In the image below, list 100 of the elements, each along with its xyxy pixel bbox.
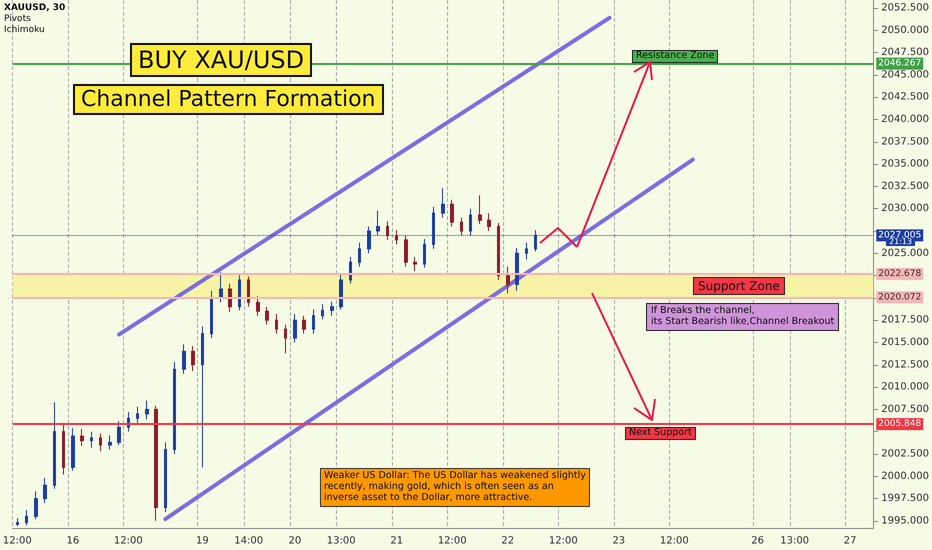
y-tick-label: 2047.500 bbox=[881, 47, 930, 58]
candlestick bbox=[25, 510, 28, 526]
ref-line-label: 2022.678 bbox=[878, 268, 922, 279]
annotation: Weaker US Dollar: The US Dollar has weakened slightly recently, making gold, which is often seen as an inverse asset to the Dollar, more attractive. bbox=[320, 468, 590, 507]
x-tick-label: 16 bbox=[66, 536, 80, 546]
candlestick bbox=[404, 234, 408, 268]
x-tick-label: 13:00 bbox=[326, 536, 356, 546]
x-tick-label: 20 bbox=[288, 536, 302, 546]
candlestick bbox=[34, 490, 38, 520]
candlestick bbox=[238, 274, 241, 311]
y-tick-label: 2035.000 bbox=[881, 158, 930, 170]
candlestick bbox=[71, 428, 75, 472]
candlestick bbox=[339, 274, 343, 310]
candlestick bbox=[136, 406, 139, 424]
x-tick-label: 27 bbox=[844, 536, 857, 546]
candlestick bbox=[247, 276, 250, 308]
x-tick-label: 12:00 bbox=[438, 536, 467, 546]
x-tick-label: 13:00 bbox=[780, 536, 810, 546]
candlestick bbox=[62, 422, 65, 475]
annotation: Next Support bbox=[625, 427, 696, 440]
x-tick-label: 26 bbox=[751, 536, 764, 546]
y-tick-label: 2002.500 bbox=[881, 448, 930, 460]
candlestick bbox=[349, 256, 352, 284]
candlestick bbox=[191, 346, 195, 372]
annotation: XAUUSD, 30 bbox=[4, 3, 66, 14]
candlestick bbox=[497, 222, 500, 281]
candlestick bbox=[330, 300, 334, 316]
candlestick bbox=[441, 188, 445, 218]
x-tick-label: 19 bbox=[196, 536, 209, 546]
x-tick-label: 14:00 bbox=[234, 536, 264, 546]
candlestick bbox=[460, 217, 463, 236]
candlestick bbox=[293, 313, 297, 343]
y-tick-label: 2007.500 bbox=[881, 404, 930, 415]
candlestick bbox=[210, 290, 213, 339]
candlestick bbox=[154, 405, 158, 522]
annotation: Resistance Zone bbox=[632, 50, 718, 63]
y-tick-label: 2017.500 bbox=[881, 314, 930, 326]
candlestick bbox=[413, 256, 417, 272]
x-tick-label: 12:00 bbox=[114, 536, 143, 546]
ref-line-label: 2046.267 bbox=[878, 58, 922, 69]
candlestick bbox=[173, 362, 176, 454]
candlestick bbox=[386, 220, 389, 240]
candlestick bbox=[53, 402, 56, 490]
candlestick bbox=[145, 400, 149, 420]
y-tick-label: 2052.500 bbox=[881, 2, 930, 14]
candlestick bbox=[228, 283, 232, 313]
candlestick bbox=[219, 272, 223, 303]
y-tick-label: 2012.500 bbox=[881, 359, 930, 370]
candlestick bbox=[478, 194, 482, 224]
text: BUY XAU/USD bbox=[130, 43, 312, 77]
candlestick bbox=[80, 428, 84, 446]
ref-line-label: 2005.848 bbox=[878, 419, 922, 430]
annotation: Ichimoku bbox=[4, 25, 45, 36]
candlestick bbox=[265, 306, 269, 326]
annotation: If Breaks the channel, its Start Bearish like,Channel Breakout bbox=[646, 303, 840, 331]
candlestick bbox=[16, 518, 19, 527]
x-tick-label: 21 bbox=[390, 536, 404, 546]
ref-line-label: 2020.072 bbox=[878, 292, 922, 302]
y-tick-label: 2025.000 bbox=[881, 248, 930, 259]
text: 21:13 bbox=[886, 237, 916, 246]
candlestick bbox=[90, 431, 93, 448]
candlestick bbox=[164, 442, 167, 512]
candlestick bbox=[108, 434, 112, 450]
candlestick bbox=[450, 199, 454, 228]
text: Channel Pattern Formation bbox=[73, 84, 384, 115]
y-tick-label: 2030.000 bbox=[881, 203, 930, 214]
candlestick bbox=[182, 344, 186, 374]
y-tick-label: 1995.000 bbox=[881, 515, 930, 526]
candlestick bbox=[395, 230, 398, 245]
x-tick-label: 12:00 bbox=[548, 536, 578, 546]
candlestick bbox=[506, 266, 510, 294]
candlestick bbox=[284, 324, 287, 354]
candlestick bbox=[423, 238, 426, 268]
candlestick bbox=[275, 313, 278, 334]
candlestick bbox=[515, 247, 519, 292]
y-tick-label: 2015.000 bbox=[881, 336, 930, 348]
band-label: Support Zone bbox=[693, 276, 785, 295]
candlestick bbox=[358, 242, 361, 268]
candlestick bbox=[201, 326, 204, 468]
y-tick-label: 2000.000 bbox=[881, 470, 930, 482]
candlestick bbox=[117, 420, 121, 446]
y-tick-label: 2042.500 bbox=[881, 92, 930, 103]
candlestick bbox=[43, 478, 47, 504]
y-tick-label: 2037.500 bbox=[881, 136, 930, 148]
candlestick bbox=[525, 242, 528, 260]
y-tick-label: 2010.000 bbox=[881, 382, 930, 393]
candlestick bbox=[256, 296, 260, 316]
x-tick-label: 23 bbox=[612, 536, 626, 546]
x-tick-label: 22 bbox=[501, 536, 514, 546]
y-tick-label: 2032.500 bbox=[881, 180, 930, 192]
candlestick bbox=[321, 304, 324, 320]
annotation: Pivots bbox=[4, 14, 31, 24]
candlestick bbox=[487, 212, 491, 232]
y-tick-label: 1997.500 bbox=[881, 493, 930, 504]
candlestick bbox=[312, 308, 315, 334]
y-tick-label: 2050.000 bbox=[881, 24, 930, 36]
x-tick-label: 12:00 bbox=[2, 536, 32, 546]
candlestick bbox=[302, 315, 306, 334]
x-tick-label: 12:00 bbox=[660, 536, 689, 546]
y-tick-label: 2040.000 bbox=[881, 114, 930, 126]
